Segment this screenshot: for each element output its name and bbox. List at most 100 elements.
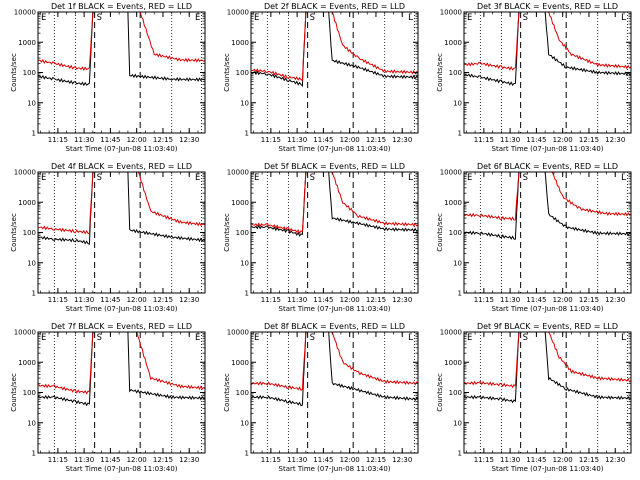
interval-marker: E [254, 173, 259, 183]
interval-marker: L [621, 333, 626, 343]
interval-marker: E [195, 173, 200, 183]
x-tick-label: 12:00 [340, 136, 360, 144]
y-tick-label: 1 [245, 290, 249, 298]
y-tick-label: 10 [240, 99, 249, 107]
x-tick-label: 11:15 [474, 136, 494, 144]
x-tick-label: 12:15 [153, 456, 173, 464]
x-axis-label: Start Time (07-Jun-08 11:03:40) [279, 305, 391, 313]
y-tick-label: 10 [453, 259, 462, 267]
x-tick-label: 11:30 [287, 296, 307, 304]
x-axis-label: Start Time (07-Jun-08 11:03:40) [66, 465, 178, 473]
y-tick-label: 10000 [440, 169, 462, 177]
x-axis-label: Start Time (07-Jun-08 11:03:40) [279, 145, 391, 153]
events-series-line [38, 12, 205, 87]
chart-svg: Det 4f BLACK = Events, RED = LLD 1 10 100 10… [10, 162, 206, 313]
events-series-line [38, 172, 205, 245]
x-tick-label: 12:00 [553, 136, 573, 144]
y-tick-label: 100 [449, 69, 462, 77]
x-tick-label: 12:00 [340, 456, 360, 464]
lld-series-line [251, 12, 418, 82]
chart-svg: Det 7f BLACK = Events, RED = LLD 1 10 100 10… [10, 322, 206, 473]
y-axis-label: Counts/sec [436, 373, 444, 412]
y-tick-label: 10000 [227, 169, 249, 177]
x-tick-label: 12:30 [392, 296, 412, 304]
y-tick-label: 1 [458, 290, 462, 298]
interval-marker: S [310, 333, 315, 343]
chart-title: Det 1f BLACK = Events, RED = LLD [51, 2, 192, 11]
chart-title: Det 7f BLACK = Events, RED = LLD [51, 322, 192, 331]
y-axis-label: Counts/sec [10, 213, 18, 252]
y-tick-label: 1 [32, 130, 36, 138]
chart-svg: Det 9f BLACK = Events, RED = LLD 1 10 100 10… [436, 322, 632, 473]
chart-title: Det 5f BLACK = Events, RED = LLD [264, 162, 405, 171]
x-tick-label: 11:45 [313, 456, 333, 464]
lld-series-line [464, 12, 631, 71]
plot-frame [37, 11, 206, 134]
y-tick-label: 1 [458, 130, 462, 138]
chart-panel: Det 1f BLACK = Events, RED = LLD 1 10 100 10… [0, 0, 213, 160]
interval-marker: L [408, 13, 413, 23]
y-tick-label: 1000 [18, 39, 36, 47]
x-axis-label: Start Time (07-Jun-08 11:03:40) [492, 145, 604, 153]
x-tick-label: 11:30 [287, 456, 307, 464]
chart-svg: Det 5f BLACK = Events, RED = LLD 1 10 100 10… [223, 162, 419, 313]
interval-marker: S [523, 13, 528, 23]
x-tick-label: 12:00 [553, 456, 573, 464]
x-tick-label: 12:30 [605, 456, 625, 464]
y-axis-label: Counts/sec [223, 53, 231, 92]
x-tick-label: 11:45 [313, 136, 333, 144]
x-tick-label: 11:15 [261, 296, 281, 304]
x-tick-label: 11:15 [474, 456, 494, 464]
y-tick-label: 10000 [227, 329, 249, 337]
x-tick-label: 12:00 [127, 456, 147, 464]
y-tick-label: 1 [245, 130, 249, 138]
x-axis-label: Start Time (07-Jun-08 11:03:40) [66, 305, 178, 313]
events-series-line [251, 172, 418, 237]
interval-marker: L [408, 333, 413, 343]
events-series-line [464, 12, 631, 86]
y-tick-label: 100 [23, 229, 36, 237]
chart-title: Det 8f BLACK = Events, RED = LLD [264, 322, 405, 331]
chart-panel: Det 6f BLACK = Events, RED = LLD 1 10 100 10… [426, 160, 639, 320]
chart-title: Det 9f BLACK = Events, RED = LLD [477, 322, 618, 331]
x-tick-label: 11:45 [100, 296, 120, 304]
x-tick-label: 11:30 [500, 136, 520, 144]
x-tick-label: 11:15 [474, 296, 494, 304]
x-axis-label: Start Time (07-Jun-08 11:03:40) [492, 305, 604, 313]
y-tick-label: 100 [449, 389, 462, 397]
y-tick-label: 100 [236, 229, 249, 237]
x-tick-label: 12:15 [366, 296, 386, 304]
plot-frame [37, 171, 206, 294]
y-axis-label: Counts/sec [436, 53, 444, 92]
y-tick-label: 10 [453, 99, 462, 107]
y-tick-label: 100 [23, 69, 36, 77]
y-tick-label: 1000 [444, 359, 462, 367]
interval-marker: S [310, 13, 315, 23]
interval-marker: S [523, 173, 528, 183]
lld-series-line [38, 172, 205, 235]
events-series-line [464, 172, 631, 240]
interval-marker: S [523, 333, 528, 343]
y-tick-label: 10 [240, 419, 249, 427]
y-tick-label: 10 [27, 419, 36, 427]
chart-panel: Det 4f BLACK = Events, RED = LLD 1 10 100 10… [0, 160, 213, 320]
interval-marker: E [467, 13, 472, 23]
events-series-line [251, 12, 418, 88]
x-axis-label: Start Time (07-Jun-08 11:03:40) [492, 465, 604, 473]
lld-series-line [251, 172, 418, 235]
interval-marker: E [467, 333, 472, 343]
x-tick-label: 11:30 [74, 136, 94, 144]
y-tick-label: 1000 [231, 199, 249, 207]
x-tick-label: 12:00 [340, 296, 360, 304]
plot-frame [250, 331, 419, 454]
x-tick-label: 12:30 [179, 136, 199, 144]
x-tick-label: 12:15 [366, 136, 386, 144]
chart-svg: Det 8f BLACK = Events, RED = LLD 1 10 100 10… [223, 322, 419, 473]
interval-marker: E [254, 333, 259, 343]
x-tick-label: 11:15 [261, 136, 281, 144]
x-tick-label: 11:45 [526, 456, 546, 464]
y-tick-label: 100 [236, 389, 249, 397]
y-axis-label: Counts/sec [10, 373, 18, 412]
x-tick-label: 12:15 [366, 456, 386, 464]
x-tick-label: 11:45 [100, 136, 120, 144]
